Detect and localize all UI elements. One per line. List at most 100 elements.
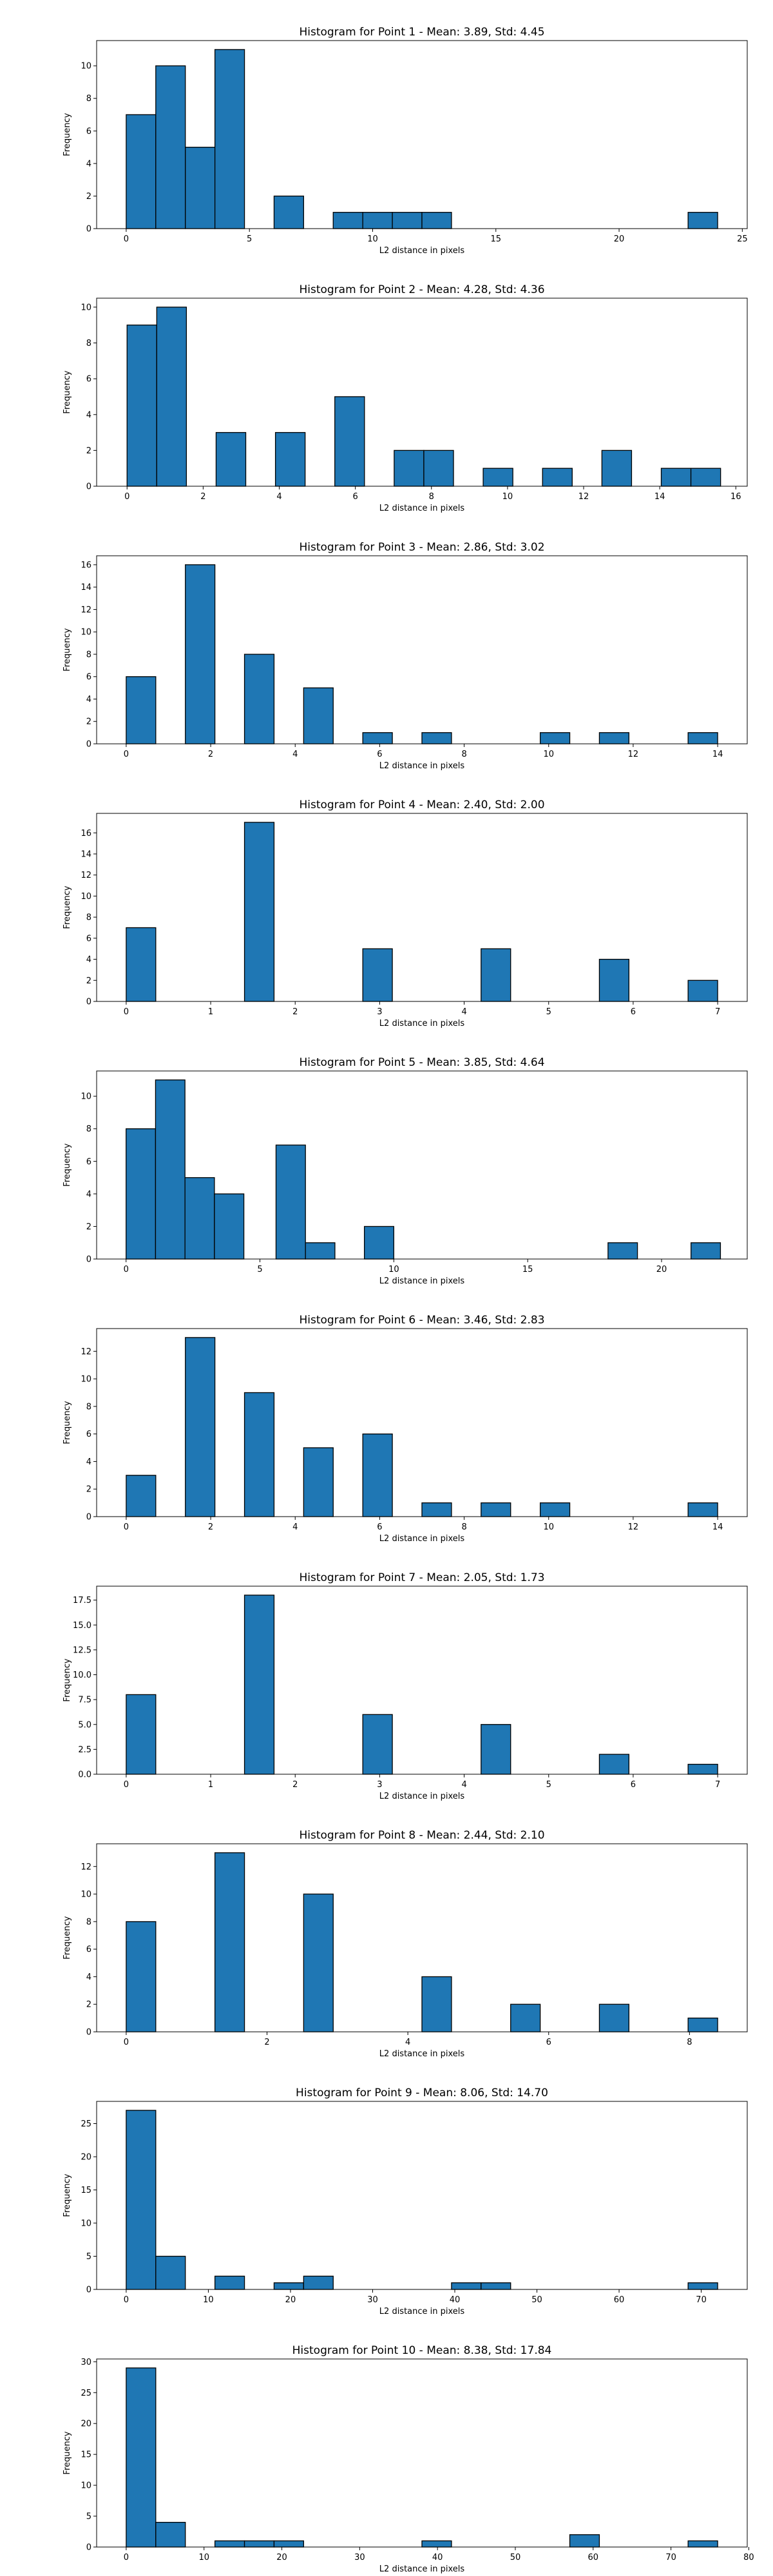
histogram-bar [155,2521,186,2548]
histogram-bar [394,450,425,487]
x-tick-label: 12 [628,750,639,759]
histogram-bar [421,212,452,229]
x-tick-label: 6 [377,1522,382,1532]
x-axis-label: L2 distance in pixels [379,246,465,256]
y-tick-label: 2 [86,192,91,202]
x-axis-label: L2 distance in pixels [379,1276,465,1286]
x-tick-label: 50 [531,2295,542,2305]
histogram-bar [303,1893,334,2032]
histogram-panel-5: Histogram for Point 5 - Mean: 3.85, Std:… [62,1056,748,1286]
x-tick-label: 70 [696,2295,707,2305]
y-tick-label: 8 [86,94,91,104]
x-tick-label: 3 [377,1007,382,1017]
x-tick-label: 80 [743,2553,754,2562]
y-tick-label: 10 [81,892,91,902]
histogram-panel-10: Histogram for Point 10 - Mean: 8.38, Std… [62,2344,754,2574]
x-tick-label: 20 [614,234,625,244]
histogram-bar [539,1502,571,1517]
x-tick-label: 30 [354,2553,365,2562]
x-axis-label: L2 distance in pixels [379,2564,465,2574]
histogram-bar [660,468,692,487]
histogram-panel-6: Histogram for Point 6 - Mean: 3.46, Std:… [62,1314,748,1544]
y-tick-label: 0 [86,2286,91,2295]
histogram-bar [214,2275,245,2290]
x-tick-label: 2 [200,492,205,502]
x-tick-label: 8 [461,1522,466,1532]
chart-title: Histogram for Point 4 - Mean: 2.40, Std:… [299,799,544,811]
y-axis-label: Frequency [62,1401,72,1444]
x-tick-label: 2 [292,1007,298,1017]
x-tick-label: 40 [450,2295,461,2305]
x-tick-label: 0 [124,234,129,244]
x-tick-label: 5 [257,1265,262,1274]
x-tick-label: 3 [377,1780,382,1790]
x-tick-label: 20 [656,1265,667,1274]
y-tick-label: 8 [86,1917,91,1927]
histogram-bar [569,2534,600,2548]
y-tick-label: 10 [81,1092,91,1102]
x-tick-label: 20 [285,2295,296,2305]
y-tick-label: 10 [81,1375,91,1385]
histogram-panel-2: Histogram for Point 2 - Mean: 4.28, Std:… [62,283,748,513]
y-tick-label: 15 [81,2186,91,2195]
x-tick-label: 1 [208,1780,213,1790]
histogram-panel-9: Histogram for Point 9 - Mean: 8.06, Std:… [62,2087,748,2316]
histogram-bar [451,2282,482,2290]
plot-frame [96,1843,748,2032]
histogram-bar [185,1337,216,1517]
x-tick-label: 8 [461,750,466,759]
histogram-bar [155,1079,186,1260]
plot-frame [96,813,748,1002]
plot-frame [96,298,748,487]
x-tick-label: 8 [429,492,434,502]
y-tick-label: 10.0 [73,1671,91,1680]
y-tick-label: 10 [81,303,91,312]
y-tick-label: 14 [81,583,91,592]
histogram-bar [687,980,718,1002]
x-tick-label: 25 [737,234,748,244]
x-tick-label: 14 [712,750,723,759]
histogram-bar [214,49,245,229]
histogram-bar [598,2003,630,2032]
histogram-bar [155,2255,186,2290]
y-tick-label: 0 [86,1513,91,1522]
x-axis-label: L2 distance in pixels [379,761,465,771]
chart-title: Histogram for Point 2 - Mean: 4.28, Std:… [299,283,544,296]
chart-title: Histogram for Point 5 - Mean: 3.85, Std:… [299,1056,544,1069]
y-axis-label: Frequency [62,2431,72,2474]
histogram-bar [126,1694,157,1775]
histogram-bar [598,958,630,1002]
plot-frame [96,1586,748,1775]
y-tick-label: 6 [86,934,91,943]
y-tick-label: 17.5 [73,1596,91,1605]
x-tick-label: 10 [543,750,554,759]
x-tick-label: 20 [276,2553,287,2562]
y-tick-label: 2 [86,976,91,986]
histogram-bar [539,732,571,744]
y-axis-label: Frequency [62,1916,72,1959]
x-axis-label: L2 distance in pixels [379,504,465,513]
plot-frame [96,2101,748,2290]
x-axis-label: L2 distance in pixels [379,2307,465,2316]
plot-frame [96,1070,748,1260]
histogram-bar [392,212,423,229]
y-tick-label: 12 [81,1862,91,1872]
y-tick-label: 4 [86,410,91,420]
histogram-bar [607,1242,638,1260]
x-tick-label: 0 [124,1780,129,1790]
histogram-bar [243,1595,275,1775]
histogram-bar [214,1193,245,1260]
histogram-bar [243,2540,275,2548]
histogram-bar [334,396,365,487]
y-tick-label: 10 [81,2481,91,2491]
chart-title: Histogram for Point 10 - Mean: 8.38, Std… [292,2344,552,2357]
x-tick-label: 6 [377,750,382,759]
plot-frame [96,555,748,744]
y-tick-label: 2.5 [78,1745,91,1755]
y-tick-label: 2 [86,2000,91,2010]
histogram-bar [687,732,718,744]
y-tick-label: 25 [81,2389,91,2398]
histogram-bar [332,212,363,229]
x-tick-label: 0 [124,2295,129,2305]
x-tick-label: 4 [276,492,282,502]
